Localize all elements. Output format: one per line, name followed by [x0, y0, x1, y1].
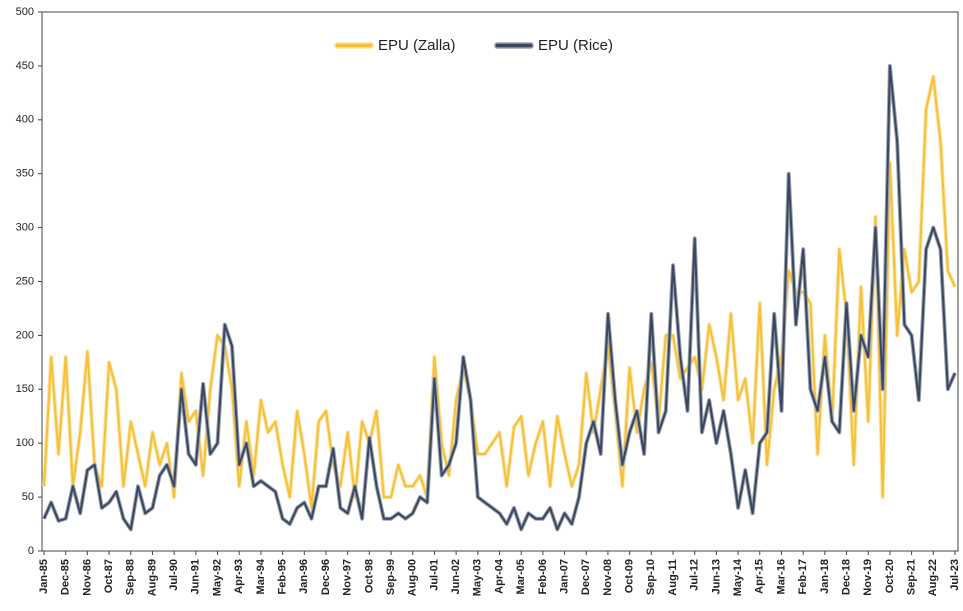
x-tick-label: Mar-94 [255, 558, 267, 594]
x-tick-label: Jan-18 [819, 559, 831, 594]
x-tick-label: Oct-87 [103, 559, 115, 593]
x-tick-label: Aug-89 [146, 559, 158, 596]
series-line [43, 64, 956, 531]
x-tick-label: Feb-95 [277, 559, 289, 594]
plot-frame [41, 11, 959, 552]
series-line-outline [42, 63, 957, 532]
x-tick-label: Apr-15 [754, 559, 766, 594]
x-tick-label: Sep-99 [385, 559, 397, 595]
legend-swatch [494, 42, 534, 49]
x-tick-label: Jan-96 [298, 559, 310, 594]
legend-label: EPU (Zalla) [378, 37, 456, 54]
x-tick-label: Sep-88 [125, 559, 137, 595]
y-tick-label: 250 [16, 275, 34, 287]
x-tick-label: Dec-07 [580, 559, 592, 595]
x-tick-label: Nov-86 [81, 559, 93, 596]
x-tick-label: Feb-06 [537, 559, 549, 594]
x-tick-label: Nov-19 [862, 559, 874, 596]
x-tick-label: Oct-98 [363, 559, 375, 593]
x-tick-label: Oct-20 [884, 559, 896, 593]
x-tick-label: Jul-12 [689, 559, 701, 591]
x-tick-label: Aug-11 [667, 559, 679, 596]
x-tick-label: Apr-04 [493, 558, 505, 594]
x-tick-label: Dec-85 [60, 559, 72, 595]
legend-swatch [334, 42, 374, 49]
x-tick-label: Aug-00 [407, 559, 419, 596]
x-tick-label: Nov-97 [342, 559, 354, 596]
x-tick-label: Jan-85 [38, 559, 50, 594]
x-tick-label: Jun-13 [710, 559, 722, 594]
y-tick-label: 50 [22, 491, 34, 503]
x-tick-label: Aug-22 [927, 559, 939, 596]
x-tick-label: Oct-09 [624, 559, 636, 593]
y-tick-label: 450 [16, 60, 34, 72]
legend-label: EPU (Rice) [538, 37, 613, 54]
y-tick-label: 0 [28, 545, 34, 557]
x-tick-label: Jul-23 [949, 559, 961, 591]
x-tick-label: Sep-21 [906, 559, 918, 595]
x-tick-label: Jul-90 [168, 559, 180, 591]
y-tick-label: 200 [16, 329, 34, 341]
x-tick-label: Jan-07 [558, 559, 570, 594]
y-tick-label: 150 [16, 383, 34, 395]
x-tick-label: Jun-02 [450, 559, 462, 594]
x-tick-label: Sep-10 [645, 559, 657, 595]
x-tick-label: Apr-93 [233, 559, 245, 594]
x-tick-label: Feb-17 [797, 559, 809, 594]
y-tick-label: 300 [16, 222, 34, 234]
x-tick-label: Jul-01 [428, 559, 440, 591]
x-tick-label: Mar-05 [515, 559, 527, 594]
x-tick-label: May-14 [732, 558, 744, 596]
x-tick-label: Dec-18 [840, 559, 852, 595]
x-tick-label: May-92 [211, 559, 223, 596]
x-tick-label: Dec-96 [320, 559, 332, 595]
x-tick-label: May-03 [472, 559, 484, 596]
x-tick-label: Jun-91 [190, 559, 202, 594]
y-tick-label: 500 [16, 6, 34, 18]
x-tick-label: Nov-08 [602, 559, 614, 596]
x-tick-label: Mar-16 [775, 559, 787, 594]
y-tick-label: 100 [16, 437, 34, 449]
y-tick-label: 350 [16, 168, 34, 180]
series-line [43, 75, 956, 509]
y-tick-label: 400 [16, 114, 34, 126]
